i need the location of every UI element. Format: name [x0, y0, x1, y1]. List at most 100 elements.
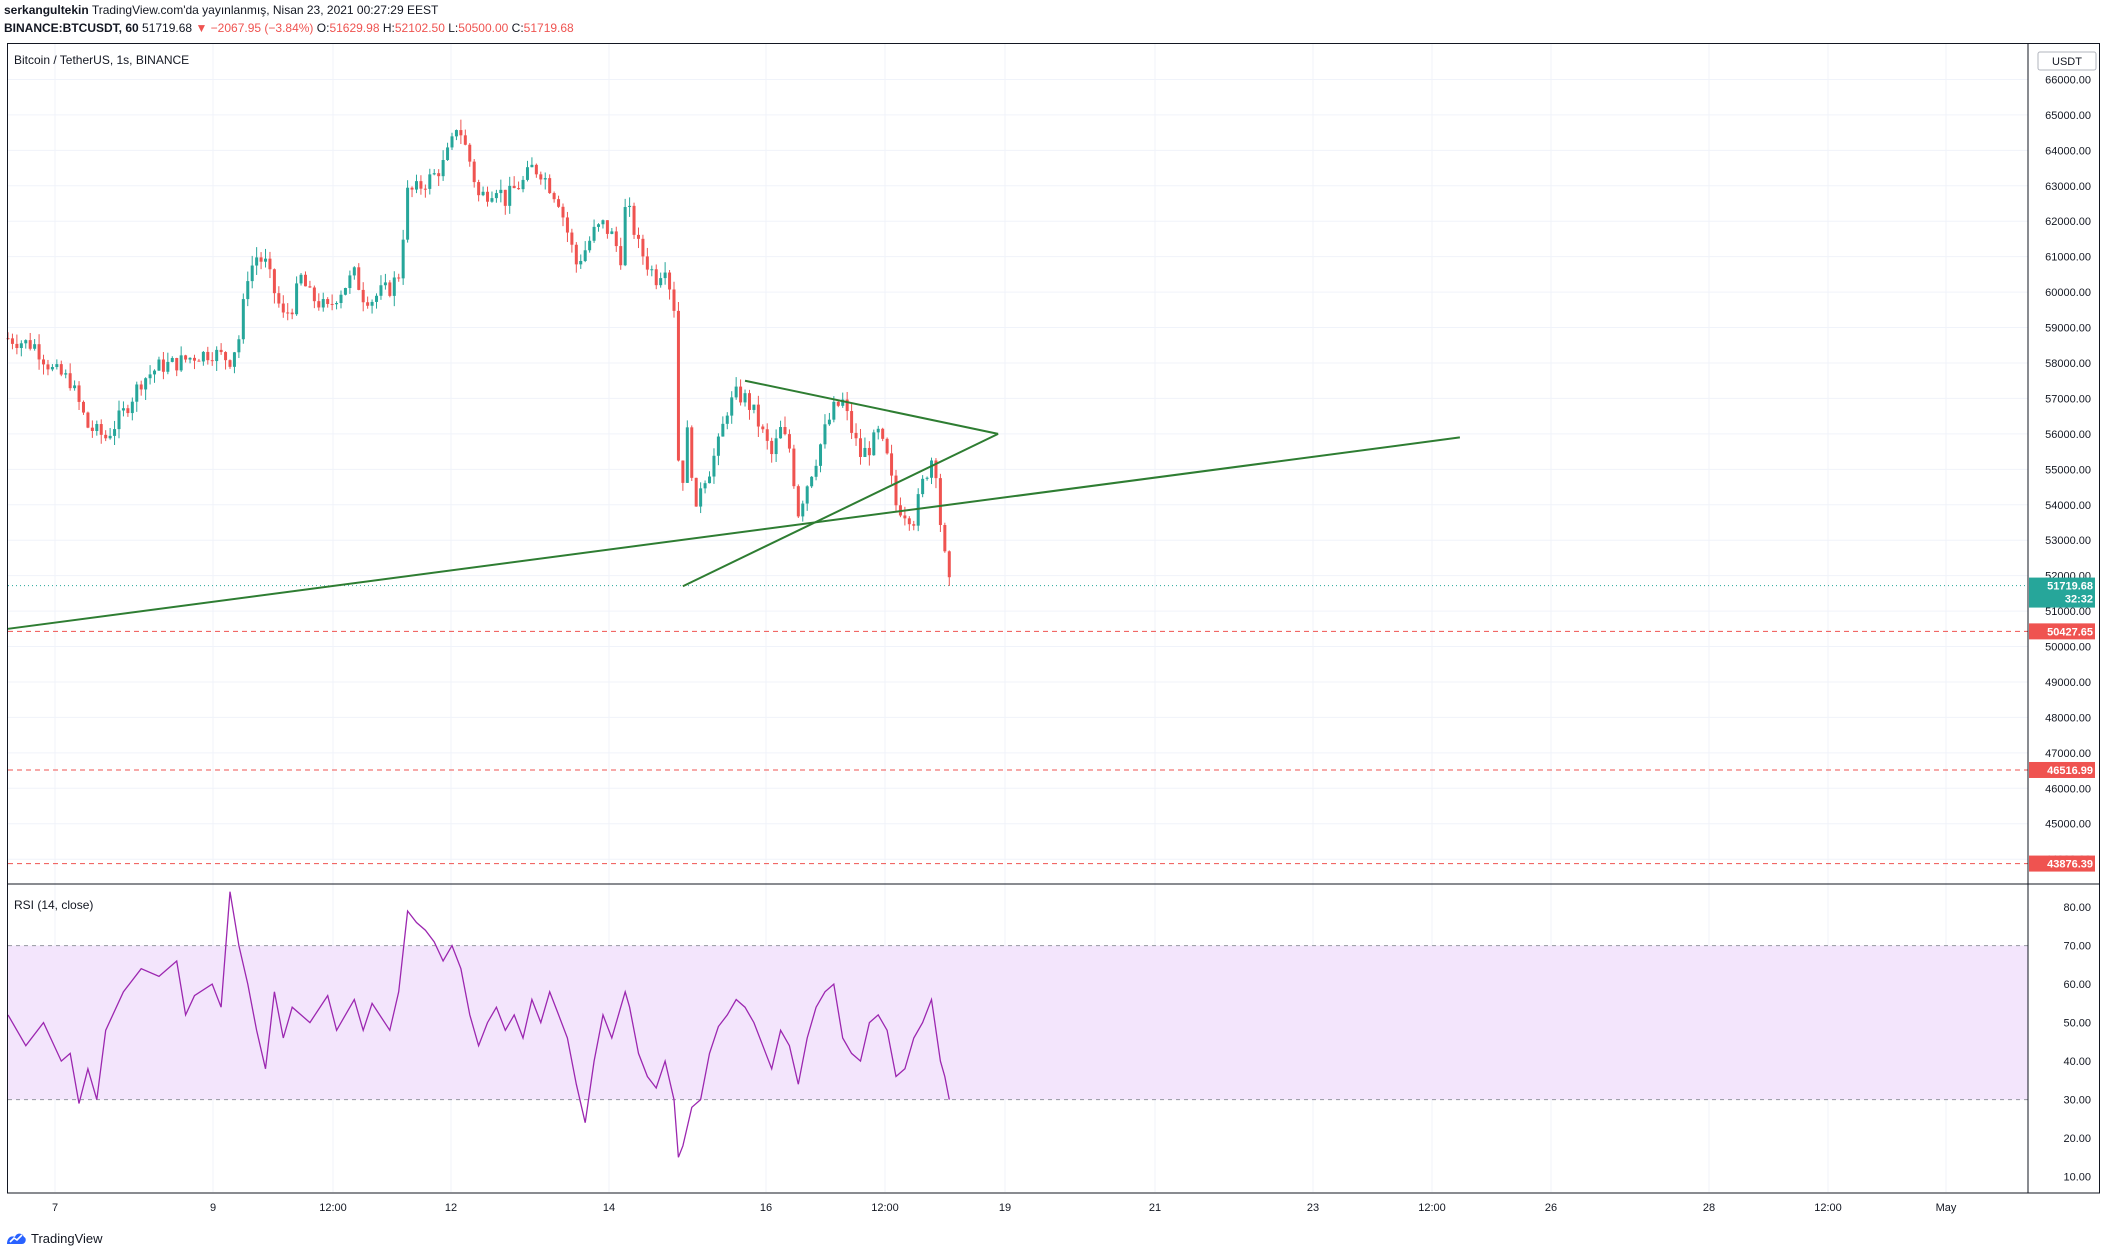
- tradingview-logo-icon: [7, 1233, 26, 1244]
- rsi-axis[interactable]: 10.00 20.00 30.00 40.00 50.00 60.00 70.00 80.00: [2063, 902, 2091, 1184]
- candle-body: [543, 178, 547, 180]
- candle-body: [907, 518, 911, 525]
- candle-body: [419, 181, 423, 189]
- candle-body: [77, 385, 81, 402]
- candle-body: [841, 399, 845, 406]
- candle-body: [730, 397, 734, 416]
- rsi-tick-label: 40.00: [2063, 1056, 2091, 1068]
- candle-body: [521, 179, 525, 190]
- level-price-tag: 46516.99: [2029, 761, 2095, 778]
- candle-body: [863, 447, 867, 457]
- level-price-tag-text: 50427.65: [2047, 626, 2093, 638]
- candle-body: [454, 130, 458, 137]
- candle-body: [388, 282, 392, 296]
- candle-body: [947, 551, 951, 578]
- candle-body: [28, 340, 32, 349]
- candle-body: [19, 343, 23, 349]
- high-value: 52102.50: [394, 21, 445, 35]
- candle-body: [15, 343, 19, 349]
- price-tick-label: 48000.00: [2045, 712, 2091, 724]
- candle-body: [246, 281, 250, 300]
- candle-body: [703, 483, 707, 489]
- candle-body: [792, 448, 796, 487]
- low-label: L:: [448, 21, 459, 35]
- candle-body: [303, 274, 307, 287]
- candle-body: [872, 432, 876, 456]
- candle-body: [290, 312, 294, 315]
- low-value: 50500.00: [458, 21, 509, 35]
- candle-body: [623, 207, 627, 266]
- trendlines[interactable]: [7, 379, 1461, 630]
- candle-body: [557, 199, 561, 207]
- candle-body: [437, 173, 441, 177]
- candle-body: [148, 374, 152, 379]
- candle-body: [197, 360, 201, 362]
- candle-body: [121, 408, 125, 411]
- rsi-tick-label: 80.00: [2063, 902, 2091, 914]
- candle-body: [366, 302, 370, 306]
- candle-body: [636, 234, 640, 239]
- price-tick-label: 45000.00: [2045, 819, 2091, 831]
- symbol-label[interactable]: BINANCE:BTCUSDT, 60: [4, 21, 139, 35]
- candle-body: [903, 515, 907, 519]
- candle-body: [814, 465, 818, 477]
- candle-body: [836, 401, 840, 406]
- author-name[interactable]: serkangultekin: [4, 3, 89, 17]
- rsi-title: RSI (14, close): [14, 898, 93, 912]
- level-price-tag-bg: [2029, 761, 2095, 778]
- candle-body: [108, 435, 112, 439]
- candle-body: [392, 277, 396, 296]
- candle-body: [894, 475, 898, 506]
- pane-frame: [7, 43, 2100, 1194]
- candle-body: [819, 444, 823, 466]
- rsi-tick-label: 60.00: [2063, 979, 2091, 991]
- candle-body: [95, 424, 99, 431]
- candle-body: [592, 226, 596, 241]
- candle-body: [179, 355, 183, 371]
- level-price-tag: 50427.65: [2029, 623, 2095, 640]
- rsi-tick-label: 20.00: [2063, 1133, 2091, 1145]
- time-tick-label: 7: [52, 1202, 58, 1214]
- candle-body: [565, 217, 569, 233]
- price-tick-label: 47000.00: [2045, 748, 2091, 760]
- candle-body: [281, 303, 285, 313]
- candle-body: [175, 358, 179, 371]
- candle-body: [295, 283, 299, 315]
- candle-body: [579, 260, 583, 265]
- price-axis[interactable]: 44000.0045000.0046000.0047000.0048000.00…: [2045, 74, 2091, 866]
- candle-body: [801, 503, 805, 517]
- candle-body: [761, 426, 765, 430]
- rsi-line: [7, 891, 950, 1158]
- time-tick-label: 12:00: [1814, 1202, 1842, 1214]
- pane-border: [7, 43, 2100, 1194]
- candle-body: [597, 224, 601, 227]
- candle-body: [277, 293, 281, 304]
- candle-body: [508, 185, 512, 206]
- candle-body: [685, 427, 689, 483]
- time-tick-label: 12:00: [1418, 1202, 1446, 1214]
- footer-brand[interactable]: TradingView: [5, 1230, 103, 1246]
- candle-body: [90, 427, 94, 431]
- candle-body: [805, 486, 809, 504]
- currency-badge[interactable]: USDT: [2037, 51, 2097, 71]
- candle-body: [614, 231, 618, 247]
- published-text: TradingView.com'da yayınlanmış, Nisan 23…: [91, 3, 439, 17]
- price-tick-label: 66000.00: [2045, 74, 2091, 86]
- time-axis[interactable]: 7 9 12:00 12 14 16 12:00 19 21 23 12:00 26 28 12:00 Ma…: [52, 1202, 1957, 1214]
- candle-body: [832, 401, 836, 420]
- candle-body: [59, 364, 63, 375]
- candle-body: [73, 385, 77, 389]
- candle-body: [219, 349, 223, 353]
- time-tick-label: 28: [1703, 1202, 1715, 1214]
- price-tick-label: 65000.00: [2045, 110, 2091, 122]
- candle-body: [796, 486, 800, 517]
- candle-body: [743, 393, 747, 403]
- candle-body: [774, 438, 778, 455]
- candle-body: [135, 384, 139, 402]
- candle-body: [86, 412, 90, 428]
- candle-body: [668, 272, 672, 290]
- candle-body: [117, 410, 121, 430]
- candle-body: [725, 415, 729, 424]
